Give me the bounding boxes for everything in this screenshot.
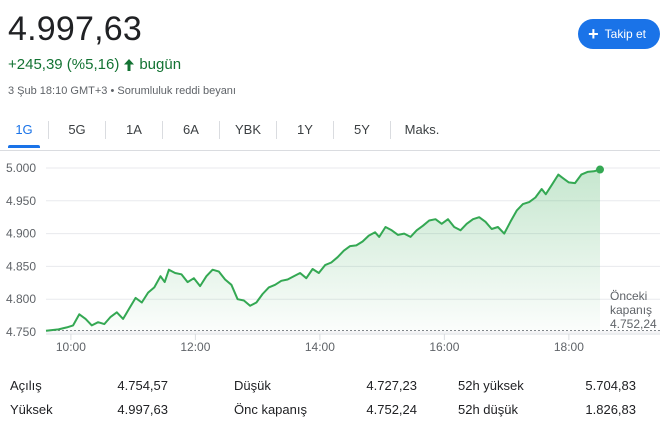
range-tabs: 1G 5G 1A 6A YBK 1Y 5Y Maks. <box>0 116 453 148</box>
meta-separator: • <box>110 85 115 97</box>
tabs-divider <box>0 150 660 151</box>
tab-max[interactable]: Maks. <box>404 122 440 137</box>
x-tick-label: 16:00 <box>429 340 459 354</box>
y-tick-label: 4.750 <box>6 325 36 339</box>
y-tick-label: 5.000 <box>6 161 36 175</box>
stat-value: 4.752,24 <box>366 402 417 417</box>
tab-ybk[interactable]: YBK <box>234 122 261 137</box>
tab-divider <box>276 121 277 139</box>
price-line <box>45 168 601 332</box>
x-tick-label: 18:00 <box>554 340 584 354</box>
follow-label: Takip et <box>604 27 646 41</box>
tab-6a[interactable]: 6A <box>183 122 199 137</box>
stat-low: Düşük 4.727,23 <box>234 378 419 393</box>
stat-label: 52h yüksek <box>458 378 524 393</box>
stat-open: Açılış 4.754,57 <box>10 378 170 393</box>
y-tick-label: 4.950 <box>6 194 36 208</box>
stat-value: 1.826,83 <box>585 402 636 417</box>
quote-meta: 3 Şub 18:10 GMT+3 • Sorumluluk reddi bey… <box>8 85 236 97</box>
tab-divider <box>390 121 391 139</box>
price-chart[interactable]: 5.000 4.950 4.900 4.850 4.800 4.750 10:00 12:0… <box>0 151 672 356</box>
follow-button[interactable]: + Takip et <box>578 19 660 49</box>
disclaimer-link[interactable]: Sorumluluk reddi beyanı <box>117 85 236 97</box>
previous-close-label-2: kapanış <box>610 303 652 317</box>
x-tick-label: 14:00 <box>305 340 335 354</box>
stat-prev-close: Önc kapanış 4.752,24 <box>234 402 419 417</box>
stat-52w-high: 52h yüksek 5.704,83 <box>458 378 636 393</box>
stat-value: 4.727,23 <box>366 378 417 393</box>
tab-divider <box>105 121 106 139</box>
stat-label: Yüksek <box>10 402 53 417</box>
stat-value: 4.754,57 <box>117 378 168 393</box>
y-axis-labels: 5.000 4.950 4.900 4.850 4.800 4.750 <box>6 161 36 339</box>
tab-5g[interactable]: 5G <box>68 122 86 137</box>
tab-divider <box>48 121 49 139</box>
previous-close-value: 4.752,24 <box>610 317 657 331</box>
last-price-dot <box>596 165 604 174</box>
arrow-up-icon <box>124 58 135 71</box>
tab-divider <box>162 121 163 139</box>
price-area <box>46 169 600 331</box>
plus-icon: + <box>588 24 599 44</box>
y-tick-label: 4.800 <box>6 292 36 306</box>
previous-close-label: Önceki <box>610 289 647 303</box>
timestamp: 3 Şub 18:10 GMT+3 <box>8 85 108 97</box>
stat-label: Düşük <box>234 378 271 393</box>
stat-label: Açılış <box>10 378 42 393</box>
stat-high: Yüksek 4.997,63 <box>10 402 170 417</box>
stat-label: 52h düşük <box>458 402 518 417</box>
x-tick-label: 10:00 <box>56 340 86 354</box>
tab-1a[interactable]: 1A <box>126 122 142 137</box>
price-change: +245,39 (%5,16) bugün <box>8 56 181 73</box>
stat-value: 4.997,63 <box>117 402 168 417</box>
y-tick-label: 4.900 <box>6 227 36 241</box>
stat-value: 5.704,83 <box>585 378 636 393</box>
tab-1g[interactable]: 1G <box>0 116 48 148</box>
stat-52w-low: 52h düşük 1.826,83 <box>458 402 636 417</box>
x-tick-label: 12:00 <box>180 340 210 354</box>
change-value: +245,39 (%5,16) <box>8 56 120 73</box>
tab-divider <box>333 121 334 139</box>
current-price: 4.997,63 <box>8 10 142 48</box>
y-tick-label: 4.850 <box>6 259 36 273</box>
change-period: bugün <box>139 56 182 73</box>
tab-divider <box>219 121 220 139</box>
tab-1y[interactable]: 1Y <box>297 122 313 137</box>
stat-label: Önc kapanış <box>234 402 307 417</box>
x-axis-labels: 10:00 12:00 14:00 16:00 18:00 <box>56 334 584 354</box>
tab-5y[interactable]: 5Y <box>354 122 370 137</box>
